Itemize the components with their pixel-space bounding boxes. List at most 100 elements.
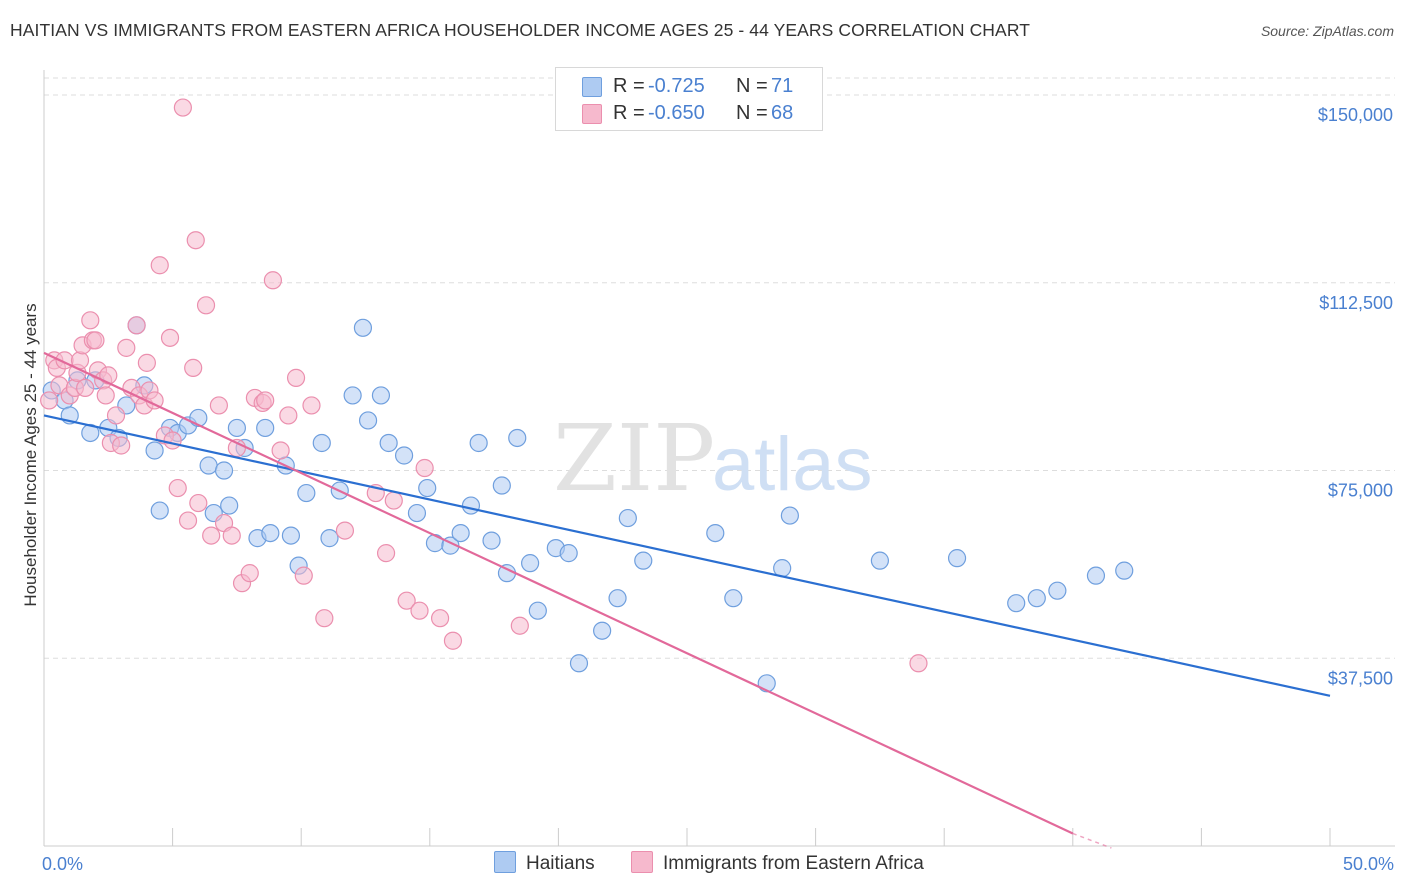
legend-n-label: N =	[736, 75, 768, 97]
eastern-africa-point	[106, 406, 126, 425]
eastern-africa-point	[86, 331, 105, 350]
haitian-point	[947, 549, 967, 568]
eastern-africa-point	[279, 406, 298, 425]
eastern-africa-point	[40, 391, 59, 410]
haitian-point	[492, 476, 511, 495]
haitian-point	[528, 601, 547, 620]
haitian-point	[569, 654, 589, 673]
eastern-africa-point	[209, 396, 228, 415]
legend-r-value: -0.650	[648, 102, 705, 124]
watermark-zip: ZIP	[553, 405, 715, 512]
legend-row-haitians: R = -0.725 N = 71	[556, 74, 822, 100]
eastern-africa-trend-line	[43, 351, 1074, 835]
series-swatch-blue	[494, 851, 516, 873]
legend-n-value: 68	[771, 102, 794, 124]
eastern-africa-point	[222, 526, 241, 545]
haitian-point	[281, 526, 301, 545]
haitian-point	[150, 501, 169, 520]
eastern-africa-point	[99, 366, 118, 385]
haitian-point	[1115, 561, 1134, 580]
eastern-africa-point	[160, 328, 180, 347]
haitian-point	[358, 411, 378, 430]
haitian-point	[145, 441, 164, 460]
series-name-haitians: Haitians	[526, 853, 595, 874]
haitian-point	[618, 508, 637, 528]
eastern-africa-point	[909, 654, 928, 673]
haitian-point	[634, 551, 653, 570]
haitian-point	[870, 551, 890, 570]
haitian-point	[297, 483, 316, 503]
eastern-africa-point	[271, 441, 290, 460]
series-legend-haitians: Haitians	[494, 851, 595, 875]
haitian-point	[780, 506, 799, 525]
eastern-africa-point	[315, 609, 334, 628]
eastern-africa-point	[410, 601, 429, 620]
haitian-point	[353, 318, 373, 337]
eastern-africa-point	[112, 436, 131, 455]
eastern-africa-point	[127, 316, 146, 335]
eastern-africa-point	[150, 256, 169, 275]
eastern-africa-point	[168, 478, 187, 498]
eastern-africa-point	[384, 491, 403, 510]
haitian-point	[407, 503, 427, 523]
watermark-atlas: atlas	[712, 422, 873, 507]
eastern-africa-point	[256, 391, 275, 410]
eastern-africa-point	[202, 526, 221, 545]
source-credit: Source: ZipAtlas.com	[1260, 23, 1394, 39]
legend-swatch-pink	[582, 104, 602, 124]
haitian-point	[227, 418, 246, 438]
eastern-africa-point	[173, 98, 192, 117]
haitian-point	[757, 674, 776, 693]
eastern-africa-point	[263, 271, 283, 290]
eastern-africa-point	[294, 566, 313, 585]
haitian-point	[451, 523, 470, 543]
haitian-point	[379, 433, 398, 453]
haitian-point	[469, 433, 488, 453]
legend-r-label: R =	[613, 102, 645, 124]
eastern-africa-point	[510, 616, 529, 635]
haitian-point	[521, 554, 540, 573]
haitian-point	[1086, 566, 1106, 585]
eastern-africa-point	[76, 378, 95, 398]
legend-n-value: 71	[771, 75, 794, 97]
y-tick-label: $112,500	[1319, 293, 1393, 313]
haitian-point	[214, 461, 234, 480]
eastern-africa-point	[240, 564, 259, 583]
haitian-point	[312, 433, 331, 453]
haitian-point	[418, 478, 437, 498]
haitian-point	[508, 428, 527, 448]
eastern-africa-point	[96, 386, 115, 405]
eastern-africa-point	[81, 311, 100, 330]
eastern-africa-point	[430, 609, 450, 628]
y-tick-label: $75,000	[1328, 481, 1393, 501]
haitian-point	[608, 589, 627, 608]
eastern-africa-point	[196, 296, 216, 315]
eastern-africa-point	[286, 368, 306, 387]
points	[40, 98, 1134, 693]
eastern-africa-point	[443, 631, 463, 650]
haitian-point	[1048, 581, 1067, 600]
eastern-africa-point	[184, 358, 203, 377]
trend-lines	[43, 351, 1331, 849]
haitian-point	[724, 589, 743, 608]
series-swatch-pink	[631, 851, 653, 873]
y-tick-label: $37,500	[1328, 668, 1393, 688]
legend-n-label: N =	[736, 102, 768, 124]
haitian-point	[461, 496, 481, 515]
axes	[43, 70, 1395, 847]
eastern-africa-point	[137, 353, 156, 372]
watermark: ZIP atlas	[553, 405, 873, 512]
x-tick-label-max: 50.0%	[1343, 854, 1394, 874]
haitian-point	[320, 529, 339, 548]
eastern-africa-trend-extension	[1072, 832, 1112, 849]
haitian-point	[256, 418, 275, 438]
haitian-point	[559, 544, 578, 563]
haitian-point	[394, 446, 414, 465]
haitian-point	[1027, 589, 1046, 608]
legend-row-eastern-africa: R = -0.650 N = 68	[556, 101, 822, 127]
haitian-point	[706, 523, 725, 543]
x-tick-label-min: 0.0%	[42, 854, 83, 874]
stats-legend: R = -0.725 N = 71 R = -0.650 N = 68	[555, 67, 823, 131]
eastern-africa-point	[186, 231, 205, 250]
